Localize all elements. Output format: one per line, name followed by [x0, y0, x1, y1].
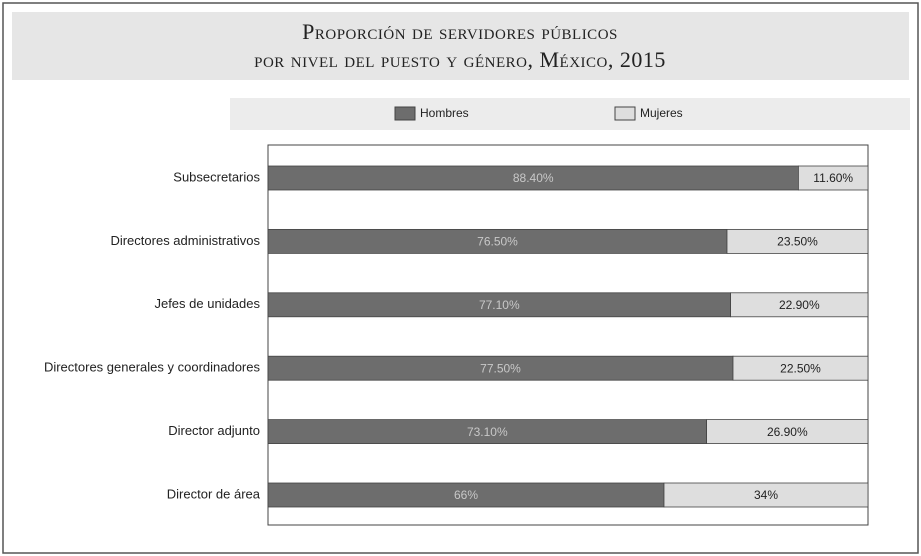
plot-area [267, 144, 869, 526]
y-tick-label: Directores generales y coordinadores [44, 360, 261, 375]
bar-segment [267, 165, 799, 191]
legend [230, 98, 910, 130]
legend-label: Mujeres [640, 106, 683, 120]
y-tick-label: Director adjunto [168, 423, 260, 438]
data-label: 76.50% [477, 235, 518, 249]
y-tick-label: Directores administrativos [110, 233, 260, 248]
chart-title: por nivel del puesto y género, México, 2… [254, 47, 666, 72]
data-label: 73.10% [467, 425, 508, 439]
data-label: 88.40% [513, 171, 554, 185]
bar-segment [267, 292, 732, 318]
data-label: 77.10% [479, 298, 520, 312]
data-label: 11.60% [813, 171, 853, 185]
data-label: 22.50% [780, 361, 821, 375]
bar-segment [732, 355, 869, 381]
bar-segment [267, 228, 728, 254]
data-label: 66% [454, 488, 478, 502]
data-label: 23.50% [777, 235, 818, 249]
data-label: 77.50% [480, 361, 521, 375]
bar-segment [267, 482, 665, 508]
bar-segment [798, 165, 869, 191]
chart-title: Proporción de servidores públicos [302, 19, 618, 44]
legend-label: Hombres [420, 106, 469, 120]
bar-segment [730, 292, 869, 318]
data-label: 26.90% [767, 425, 808, 439]
title-band [12, 12, 909, 80]
bar-segment [706, 419, 869, 445]
y-tick-label: Jefes de unidades [154, 296, 260, 311]
y-tick-label: Director de área [167, 486, 261, 501]
bar-segment [726, 228, 869, 254]
legend-swatch [394, 106, 416, 121]
data-label: 34% [754, 488, 778, 502]
bar-segment [267, 355, 734, 381]
y-tick-label: Subsecretarios [173, 169, 260, 184]
bar-segment [663, 482, 869, 508]
legend-swatch [614, 106, 636, 121]
data-label: 22.90% [779, 298, 820, 312]
bar-segment [267, 419, 708, 445]
